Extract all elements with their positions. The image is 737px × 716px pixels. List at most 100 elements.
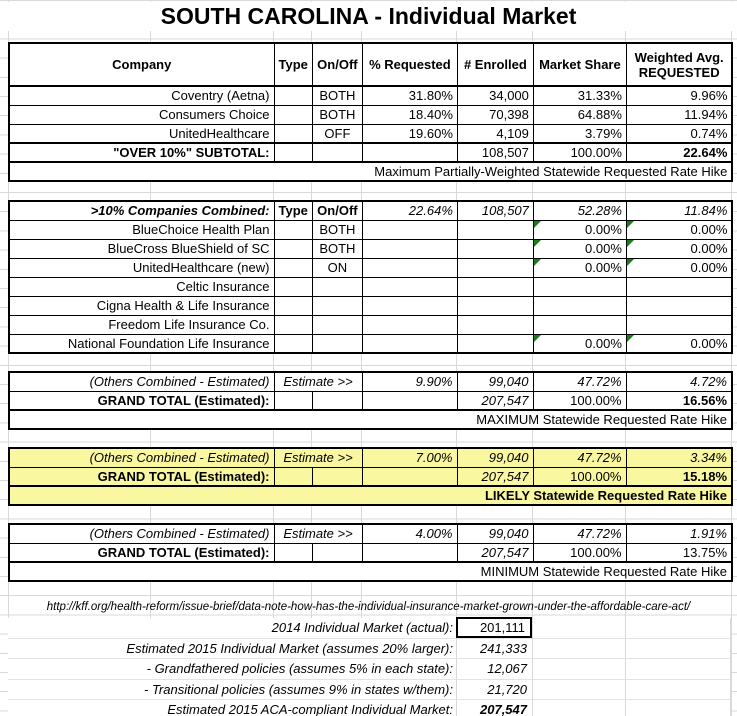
- cell[interactable]: 0.00%: [532, 257, 627, 278]
- cell[interactable]: [361, 219, 458, 240]
- cell[interactable]: [625, 276, 733, 297]
- cell[interactable]: [273, 333, 313, 354]
- cell[interactable]: 70,398: [456, 104, 534, 125]
- cell[interactable]: >10% Companies Combined:: [8, 200, 275, 221]
- cell[interactable]: [456, 295, 534, 316]
- cell[interactable]: 7.00%: [361, 447, 458, 468]
- cell[interactable]: [361, 314, 458, 335]
- cell[interactable]: [361, 333, 458, 354]
- cell[interactable]: Freedom Life Insurance Co.: [8, 314, 275, 335]
- cell[interactable]: 108,507: [456, 200, 534, 221]
- cell[interactable]: [273, 85, 313, 106]
- cell[interactable]: UnitedHealthcare: [8, 123, 275, 144]
- cell[interactable]: 3.79%: [532, 123, 627, 144]
- market-size-value[interactable]: 21,720: [487, 681, 527, 697]
- cell[interactable]: (Others Combined - Estimated): [8, 371, 275, 392]
- cell[interactable]: National Foundation Life Insurance: [8, 333, 275, 354]
- cell[interactable]: (Others Combined - Estimated): [8, 447, 275, 468]
- cell[interactable]: [273, 390, 313, 411]
- cell[interactable]: [311, 314, 363, 335]
- cell[interactable]: 18.40%: [361, 104, 458, 125]
- cell[interactable]: [361, 295, 458, 316]
- cell[interactable]: BOTH: [311, 85, 363, 106]
- cell[interactable]: [625, 314, 733, 335]
- cell[interactable]: OFF: [311, 123, 363, 144]
- cell[interactable]: 16.56%: [625, 390, 733, 411]
- cell[interactable]: [361, 142, 458, 163]
- market-size-value[interactable]: 12,067: [487, 661, 527, 676]
- cell[interactable]: [361, 238, 458, 259]
- column-header-weighted[interactable]: Weighted Avg. REQUESTED: [625, 42, 733, 87]
- column-header-onoff[interactable]: On/Off: [311, 42, 363, 87]
- cell[interactable]: BlueCross BlueShield of SC: [8, 238, 275, 259]
- cell[interactable]: [273, 219, 313, 240]
- cell[interactable]: 1.91%: [625, 523, 733, 544]
- cell[interactable]: 9.96%: [625, 85, 733, 106]
- cell[interactable]: 0.74%: [625, 123, 733, 144]
- cell[interactable]: [311, 333, 363, 354]
- cell[interactable]: 99,040: [456, 523, 534, 544]
- cell[interactable]: 0.00%: [625, 333, 733, 354]
- cell[interactable]: Consumers Choice: [8, 104, 275, 125]
- cell[interactable]: [456, 257, 534, 278]
- cell[interactable]: 31.80%: [361, 85, 458, 106]
- cell[interactable]: Celtic Insurance: [8, 276, 275, 297]
- cell[interactable]: 19.60%: [361, 123, 458, 144]
- cell[interactable]: [273, 314, 313, 335]
- market-size-label[interactable]: Estimated 2015 ACA-compliant Individual …: [167, 702, 453, 716]
- cell[interactable]: [532, 314, 627, 335]
- market-size-value[interactable]: 241,333: [480, 640, 527, 656]
- sheet-title[interactable]: SOUTH CAROLINA - Individual Market: [0, 2, 737, 31]
- cell[interactable]: 22.64%: [625, 142, 733, 163]
- cell[interactable]: [311, 542, 363, 563]
- market-size-label[interactable]: - Transitional policies (assumes 9% in s…: [144, 681, 453, 697]
- cell[interactable]: 0.00%: [625, 219, 733, 240]
- cell[interactable]: [311, 466, 363, 487]
- cell[interactable]: [456, 238, 534, 259]
- cell[interactable]: 100.00%: [532, 466, 627, 487]
- cell[interactable]: [361, 542, 458, 563]
- cell[interactable]: BOTH: [311, 104, 363, 125]
- cell[interactable]: [273, 295, 313, 316]
- market-size-label[interactable]: Estimated 2015 Individual Market (assume…: [126, 640, 453, 656]
- cell[interactable]: 0.00%: [532, 219, 627, 240]
- cell[interactable]: 0.00%: [532, 333, 627, 354]
- column-header-enrolled[interactable]: # Enrolled: [456, 42, 534, 87]
- market-size-label[interactable]: 2014 Individual Market (actual):: [271, 620, 453, 635]
- cell[interactable]: [273, 257, 313, 278]
- cell[interactable]: BOTH: [311, 219, 363, 240]
- cell[interactable]: 11.84%: [625, 200, 733, 221]
- cell[interactable]: UnitedHealthcare (new): [8, 257, 275, 278]
- cell[interactable]: 207,547: [456, 390, 534, 411]
- cell[interactable]: [311, 276, 363, 297]
- column-header-company[interactable]: Company: [8, 42, 275, 87]
- cell[interactable]: 22.64%: [361, 200, 458, 221]
- cell[interactable]: [456, 276, 534, 297]
- column-header-type[interactable]: Type: [273, 42, 313, 87]
- cell[interactable]: On/Off: [311, 200, 363, 221]
- cell[interactable]: [273, 238, 313, 259]
- cell[interactable]: 9.90%: [361, 371, 458, 392]
- cell[interactable]: Estimate >>: [273, 371, 363, 392]
- cell[interactable]: [361, 390, 458, 411]
- cell[interactable]: 100.00%: [532, 142, 627, 163]
- cell[interactable]: [273, 466, 313, 487]
- cell[interactable]: 99,040: [456, 371, 534, 392]
- cell[interactable]: 47.72%: [532, 447, 627, 468]
- cell[interactable]: 47.72%: [532, 523, 627, 544]
- cell[interactable]: Type: [273, 200, 313, 221]
- table-note[interactable]: MAXIMUM Statewide Requested Rate Hike: [8, 409, 733, 430]
- cell[interactable]: Coventry (Aetna): [8, 85, 275, 106]
- cell[interactable]: (Others Combined - Estimated): [8, 523, 275, 544]
- cell[interactable]: 100.00%: [532, 542, 627, 563]
- table-note[interactable]: Maximum Partially-Weighted Statewide Req…: [8, 161, 733, 182]
- cell[interactable]: 64.88%: [532, 104, 627, 125]
- cell[interactable]: [456, 219, 534, 240]
- market-size-value[interactable]: 201,111: [456, 617, 532, 638]
- cell[interactable]: [311, 295, 363, 316]
- cell[interactable]: GRAND TOTAL (Estimated):: [8, 466, 275, 487]
- cell[interactable]: GRAND TOTAL (Estimated):: [8, 390, 275, 411]
- cell[interactable]: [456, 314, 534, 335]
- cell[interactable]: 4,109: [456, 123, 534, 144]
- cell[interactable]: [361, 466, 458, 487]
